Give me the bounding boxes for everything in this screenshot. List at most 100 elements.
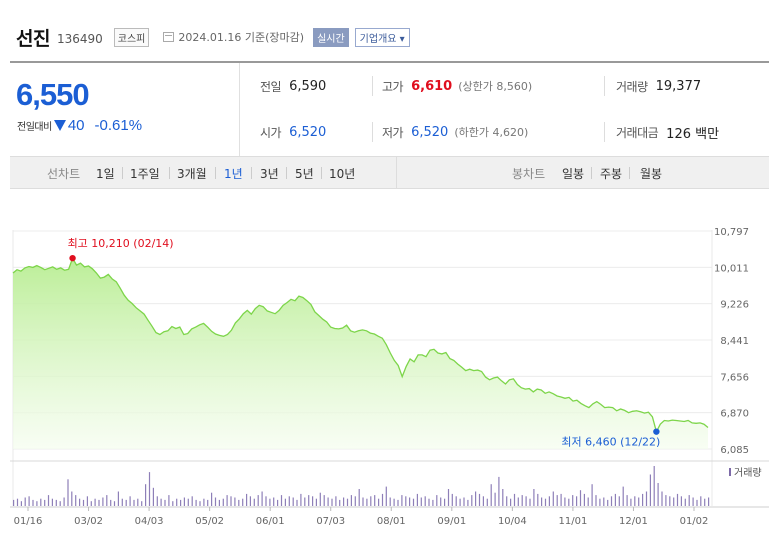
period-1y[interactable]: 1년	[224, 167, 243, 181]
volume-bar	[583, 493, 585, 506]
x-tick-label: 11/01	[558, 516, 587, 527]
volume-bar	[94, 498, 96, 506]
volume-bar	[71, 491, 73, 506]
volume-bar	[552, 491, 554, 506]
volume-bar	[374, 495, 376, 506]
volume-bar	[362, 497, 364, 506]
divider	[396, 157, 397, 188]
volume-bar	[595, 495, 597, 506]
price-line	[12, 256, 709, 434]
volume-bar	[28, 496, 30, 506]
volume-bar	[506, 496, 508, 506]
volume-bar	[513, 493, 516, 506]
volume-bar	[47, 495, 50, 506]
volume-bar	[626, 495, 628, 506]
volume-bar	[160, 498, 162, 506]
volume-bar	[405, 496, 407, 506]
volume-bar	[680, 496, 682, 506]
volume-bar	[253, 498, 255, 506]
volume-bar	[304, 497, 306, 506]
stock-name: 선진	[16, 27, 50, 50]
volume-bar	[343, 497, 345, 506]
volume-bar	[145, 484, 147, 506]
candle-monthly[interactable]: 월봉	[640, 167, 663, 181]
volume-bar	[137, 498, 139, 506]
volume-bar	[82, 499, 85, 506]
divider	[604, 122, 605, 142]
x-tick-label: 12/01	[619, 516, 648, 527]
divider	[604, 76, 605, 96]
volume-bar	[556, 495, 558, 506]
volume-bar	[277, 499, 279, 506]
volume-bar	[560, 493, 562, 506]
lower-limit: (하한가 4,620)	[454, 126, 529, 139]
realtime-button[interactable]: 실시간	[313, 27, 349, 47]
down-triangle-icon	[53, 120, 66, 131]
high-value: 6,610	[411, 78, 453, 94]
company-overview-button[interactable]: 기업개요 ▾	[354, 27, 410, 47]
market-badge: 코스피	[113, 27, 150, 47]
volume-bar	[207, 499, 209, 506]
volume-bar	[486, 498, 488, 506]
volume-bar	[478, 493, 481, 506]
candle-daily[interactable]: 일봉	[562, 167, 585, 181]
volume-bar	[110, 499, 112, 506]
volume-bar	[661, 491, 663, 506]
candle-weekly[interactable]: 주봉	[600, 167, 623, 181]
volume-bar	[432, 499, 434, 506]
volume-bar	[187, 498, 189, 506]
change-label: 전일대비	[17, 122, 52, 133]
volume-bar	[688, 495, 690, 506]
volume-bar	[199, 501, 201, 506]
volume-bar	[346, 498, 349, 506]
open-value: 6,520	[289, 124, 327, 140]
volume-bar	[704, 498, 706, 506]
x-tick-label: 09/01	[437, 516, 466, 527]
period-3m[interactable]: 3개월	[177, 167, 207, 181]
volume-bar	[121, 498, 123, 506]
period-1w[interactable]: 1주일	[130, 167, 160, 181]
volume-bar	[308, 495, 310, 506]
period-10y[interactable]: 10년	[329, 167, 356, 181]
volume-bar	[381, 493, 384, 506]
volume-bar	[463, 497, 465, 506]
volume-bar	[335, 496, 337, 506]
volume-bar	[490, 484, 492, 506]
low-value: 6,520	[411, 124, 449, 140]
divider	[372, 122, 373, 142]
period-3y[interactable]: 3년	[260, 167, 279, 181]
price-summary: 6,550 전일대비 40 -0.61% 전일 6,590 고가 6,610 (…	[10, 61, 769, 157]
volume-bar	[67, 479, 69, 506]
period-5y[interactable]: 5년	[295, 167, 314, 181]
volume-bar	[75, 495, 77, 506]
volume-bar	[141, 501, 143, 506]
volume-bar	[467, 499, 469, 506]
volume-bar	[591, 484, 593, 506]
volume-bar	[226, 495, 228, 506]
volume-bar	[471, 495, 473, 506]
volume-bar	[327, 497, 329, 506]
volume-bar	[148, 472, 151, 506]
volume-bar	[261, 491, 263, 506]
volume-bar	[296, 499, 298, 506]
volume-bar	[102, 497, 104, 506]
volume-bar	[416, 493, 418, 506]
volume-bar	[312, 496, 314, 506]
volume-bar	[700, 496, 702, 506]
stock-code: 136490	[56, 31, 103, 46]
volume-bar	[257, 495, 259, 506]
volume-bar	[24, 497, 26, 506]
volume-bar	[459, 498, 461, 506]
volume-bar	[191, 496, 193, 506]
y-tick-label: 7,656	[720, 372, 749, 383]
volume-bar	[649, 474, 651, 506]
volume-bar	[510, 498, 512, 506]
trade-amount: 거래대금 126 백만	[616, 122, 719, 142]
volume-bar	[475, 491, 477, 506]
volume-bar	[106, 495, 108, 506]
period-1d[interactable]: 1일	[96, 167, 115, 181]
volume-bar	[502, 489, 504, 506]
volume-bar	[576, 496, 578, 506]
price-area	[13, 258, 708, 449]
divider	[372, 76, 373, 96]
